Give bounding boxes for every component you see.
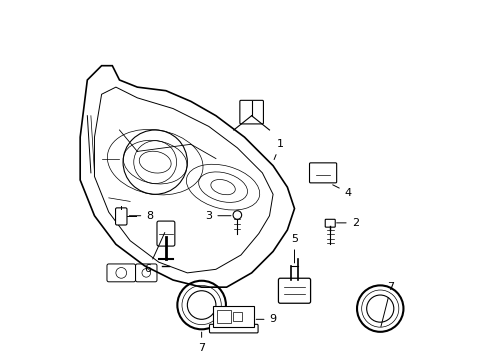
Text: 2: 2 xyxy=(336,218,358,228)
FancyBboxPatch shape xyxy=(157,221,175,246)
FancyBboxPatch shape xyxy=(325,219,335,227)
Text: 8: 8 xyxy=(129,211,153,221)
Text: 7: 7 xyxy=(198,332,205,353)
FancyBboxPatch shape xyxy=(213,306,254,327)
FancyBboxPatch shape xyxy=(240,100,263,124)
Text: 9: 9 xyxy=(256,314,276,324)
Text: 3: 3 xyxy=(205,211,230,221)
Text: 4: 4 xyxy=(332,185,351,198)
Text: 1: 1 xyxy=(274,139,283,159)
FancyBboxPatch shape xyxy=(209,324,258,333)
Text: 5: 5 xyxy=(290,234,297,263)
FancyBboxPatch shape xyxy=(278,278,310,303)
Text: 7: 7 xyxy=(380,282,394,327)
Text: 6: 6 xyxy=(144,233,164,274)
FancyBboxPatch shape xyxy=(309,163,336,183)
FancyBboxPatch shape xyxy=(115,208,127,225)
